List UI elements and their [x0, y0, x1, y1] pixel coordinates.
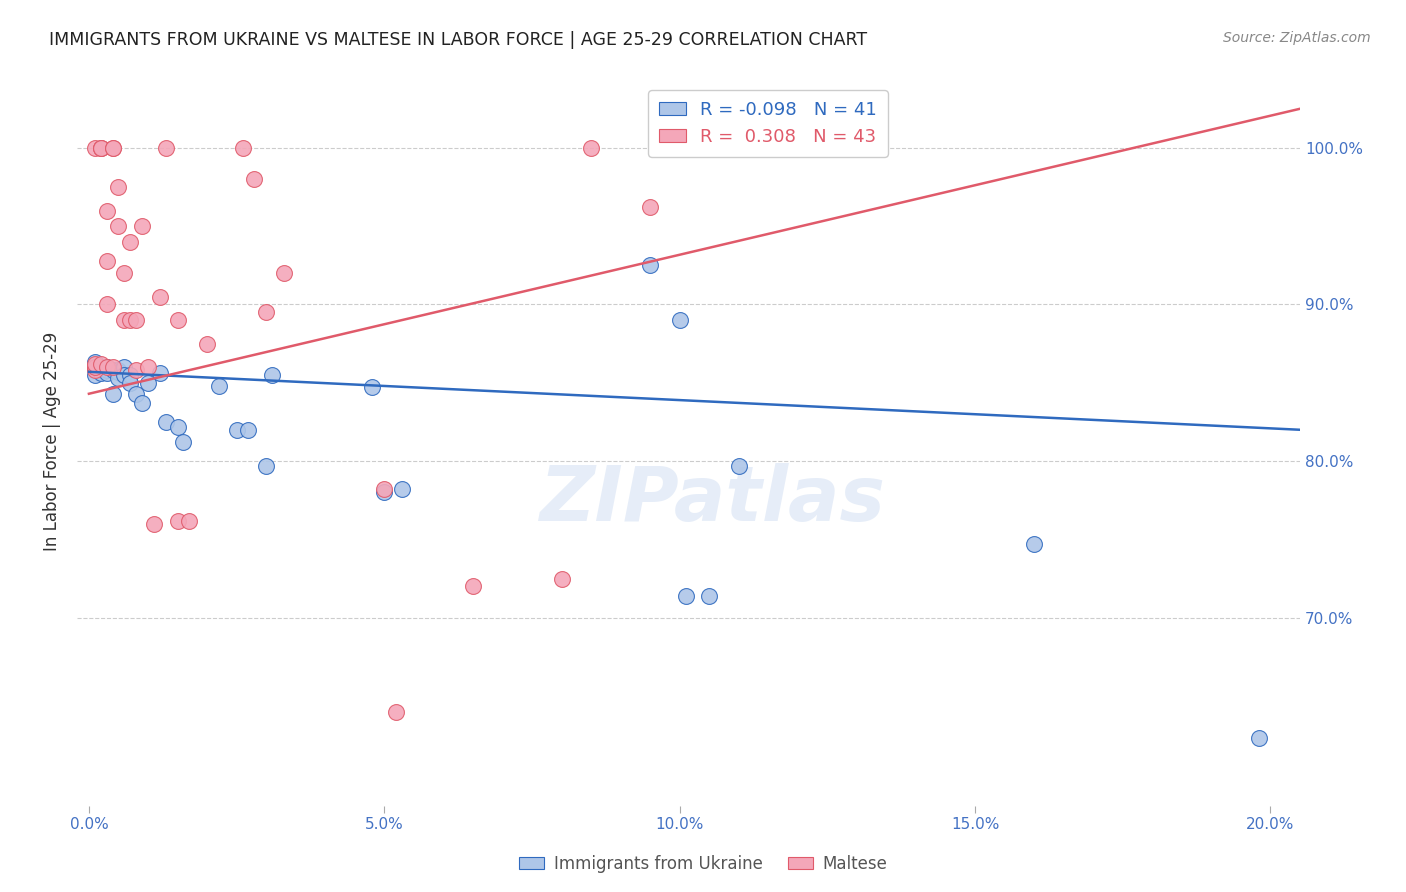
Point	[461, 579, 484, 593]
Point	[550, 572, 572, 586]
Point	[361, 380, 384, 394]
Point	[238, 423, 260, 437]
Point	[120, 376, 142, 390]
Point	[90, 367, 112, 381]
Point	[96, 367, 118, 381]
Point	[83, 360, 105, 375]
Point	[90, 357, 112, 371]
Point	[638, 258, 661, 272]
Point	[83, 368, 105, 382]
Point	[101, 363, 124, 377]
Point	[96, 203, 118, 218]
Point	[155, 415, 177, 429]
Point	[90, 360, 112, 375]
Point	[83, 355, 105, 369]
Point	[96, 360, 118, 375]
Point	[83, 360, 105, 375]
Point	[90, 141, 112, 155]
Point	[107, 363, 129, 377]
Point	[101, 141, 124, 155]
Point	[96, 363, 118, 377]
Point	[273, 266, 295, 280]
Point	[142, 516, 165, 531]
Point	[131, 396, 153, 410]
Point	[373, 483, 395, 497]
Point	[243, 172, 266, 186]
Point	[83, 363, 105, 377]
Point	[107, 180, 129, 194]
Point	[697, 589, 720, 603]
Point	[83, 141, 105, 155]
Point	[107, 219, 129, 234]
Point	[107, 371, 129, 385]
Point	[83, 357, 105, 371]
Point	[638, 201, 661, 215]
Point	[90, 141, 112, 155]
Point	[125, 386, 148, 401]
Point	[657, 141, 679, 155]
Point	[1247, 731, 1270, 746]
Point	[90, 141, 112, 155]
Point	[675, 589, 697, 603]
Point	[125, 363, 148, 377]
Point	[149, 290, 172, 304]
Point	[112, 266, 135, 280]
Point	[120, 368, 142, 382]
Point	[668, 313, 690, 327]
Point	[166, 313, 188, 327]
Point	[112, 313, 135, 327]
Point	[136, 360, 159, 375]
Point	[136, 376, 159, 390]
Point	[155, 141, 177, 155]
Point	[179, 514, 201, 528]
Point	[96, 297, 118, 311]
Point	[254, 305, 277, 319]
Point	[195, 336, 218, 351]
Point	[107, 365, 129, 379]
Point	[231, 141, 253, 155]
Point	[131, 219, 153, 234]
Point	[385, 705, 408, 719]
Legend: Immigrants from Ukraine, Maltese: Immigrants from Ukraine, Maltese	[512, 848, 894, 880]
Point	[579, 141, 602, 155]
Point	[101, 386, 124, 401]
Point	[112, 368, 135, 382]
Point	[166, 419, 188, 434]
Point	[260, 368, 283, 382]
Point	[96, 360, 118, 375]
Point	[96, 253, 118, 268]
Point	[166, 514, 188, 528]
Text: Source: ZipAtlas.com: Source: ZipAtlas.com	[1223, 31, 1371, 45]
Point	[112, 360, 135, 375]
Point	[254, 458, 277, 473]
Point	[727, 458, 749, 473]
Point	[90, 363, 112, 377]
Point	[149, 367, 172, 381]
Point	[101, 360, 124, 375]
Point	[125, 313, 148, 327]
Point	[101, 141, 124, 155]
Point	[120, 235, 142, 249]
Point	[208, 379, 231, 393]
Legend: R = -0.098   N = 41, R =  0.308   N = 43: R = -0.098 N = 41, R = 0.308 N = 43	[648, 90, 889, 157]
Text: ZIPatlas: ZIPatlas	[540, 463, 886, 537]
Y-axis label: In Labor Force | Age 25-29: In Labor Force | Age 25-29	[44, 332, 60, 551]
Point	[786, 141, 808, 155]
Text: IMMIGRANTS FROM UKRAINE VS MALTESE IN LABOR FORCE | AGE 25-29 CORRELATION CHART: IMMIGRANTS FROM UKRAINE VS MALTESE IN LA…	[49, 31, 868, 49]
Point	[172, 435, 194, 450]
Point	[373, 485, 395, 500]
Point	[225, 423, 247, 437]
Point	[1024, 537, 1046, 551]
Point	[391, 483, 413, 497]
Point	[120, 313, 142, 327]
